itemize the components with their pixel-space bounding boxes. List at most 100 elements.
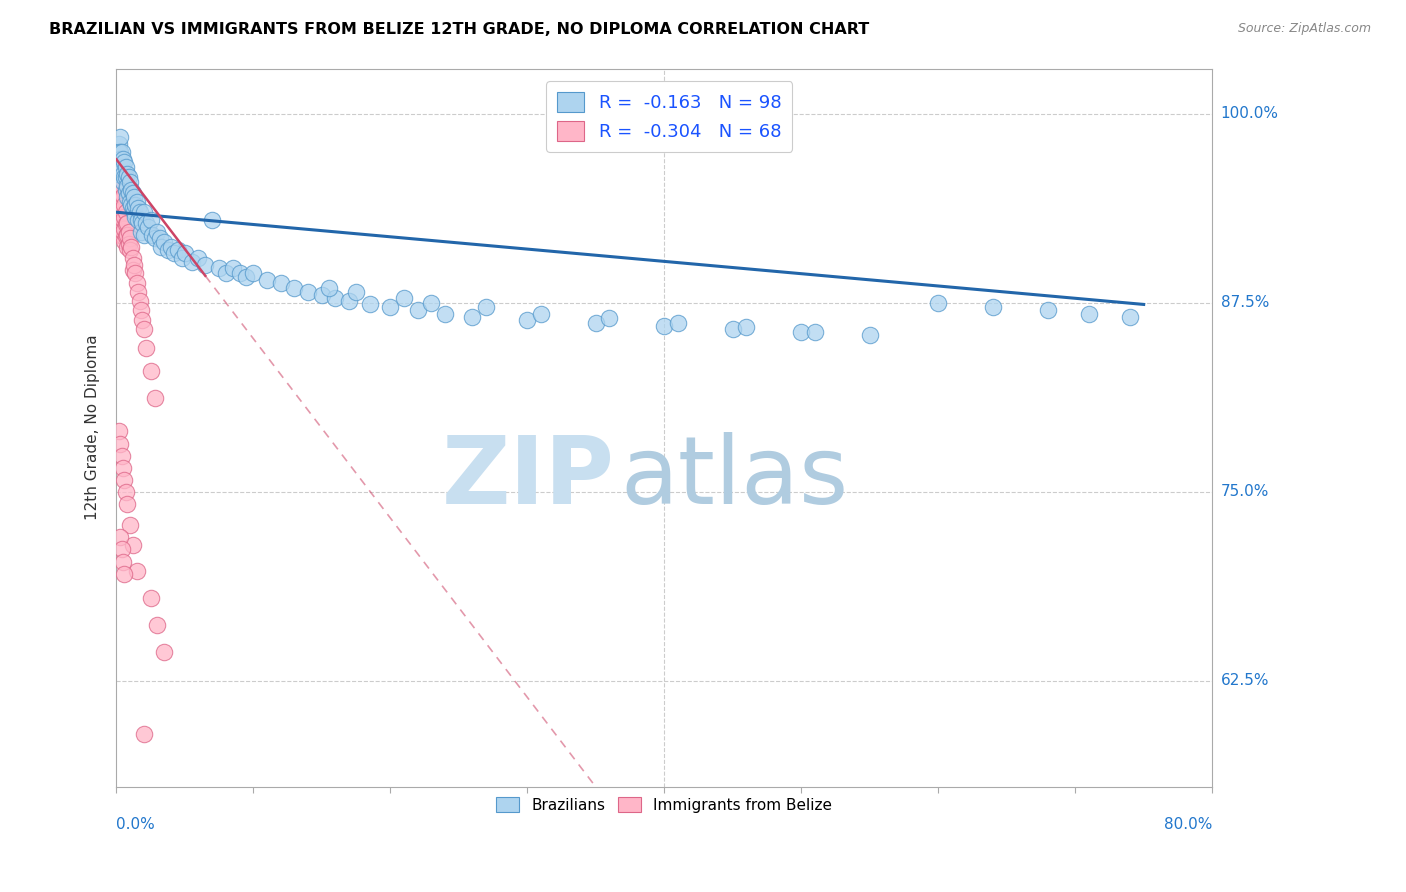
Point — [359, 297, 381, 311]
Point — [125, 564, 148, 578]
Point — [187, 251, 209, 265]
Point — [129, 212, 152, 227]
Point — [121, 186, 143, 200]
Text: Source: ZipAtlas.com: Source: ZipAtlas.com — [1237, 22, 1371, 36]
Point — [111, 179, 134, 194]
Point — [118, 243, 141, 257]
Point — [112, 460, 135, 475]
Point — [242, 266, 264, 280]
Point — [132, 321, 155, 335]
Point — [114, 170, 136, 185]
Point — [118, 194, 141, 209]
Point — [222, 261, 245, 276]
Point — [111, 145, 134, 159]
Point — [194, 258, 217, 272]
Point — [132, 227, 155, 242]
Point — [139, 212, 162, 227]
Point — [143, 391, 166, 405]
Point — [108, 175, 131, 189]
Point — [121, 538, 143, 552]
Point — [173, 246, 195, 260]
Point — [110, 145, 132, 159]
Point — [139, 591, 162, 605]
Point — [208, 261, 231, 276]
Point — [344, 285, 367, 300]
Point — [110, 205, 132, 219]
Point — [215, 266, 238, 280]
Point — [110, 182, 132, 196]
Point — [115, 229, 138, 244]
Point — [115, 216, 138, 230]
Point — [132, 205, 155, 219]
Point — [1077, 306, 1099, 320]
Point — [110, 129, 132, 144]
Point — [115, 179, 138, 194]
Point — [666, 316, 689, 330]
Point — [256, 273, 278, 287]
Point — [111, 216, 134, 230]
Point — [131, 216, 153, 230]
Point — [108, 164, 131, 178]
Point — [153, 235, 176, 250]
Point — [124, 210, 146, 224]
Point — [121, 251, 143, 265]
Point — [311, 288, 333, 302]
Point — [115, 190, 138, 204]
Point — [112, 225, 135, 239]
Point — [107, 182, 129, 196]
Point — [114, 234, 136, 248]
Point — [790, 325, 813, 339]
Point — [115, 170, 138, 185]
Point — [160, 240, 183, 254]
Point — [139, 364, 162, 378]
Point — [721, 321, 744, 335]
Legend: Brazilians, Immigrants from Belize: Brazilians, Immigrants from Belize — [491, 790, 838, 819]
Point — [110, 194, 132, 209]
Point — [585, 316, 607, 330]
Point — [121, 201, 143, 215]
Point — [131, 312, 153, 326]
Point — [112, 201, 135, 215]
Point — [118, 231, 141, 245]
Point — [141, 227, 163, 242]
Point — [380, 301, 402, 315]
Point — [157, 243, 180, 257]
Point — [135, 216, 157, 230]
Text: 75.0%: 75.0% — [1220, 484, 1268, 500]
Text: ZIP: ZIP — [441, 432, 614, 524]
Point — [135, 341, 157, 355]
Point — [107, 170, 129, 185]
Point — [108, 425, 131, 439]
Point — [132, 727, 155, 741]
Point — [124, 266, 146, 280]
Point — [118, 175, 141, 189]
Text: 0.0%: 0.0% — [117, 817, 155, 832]
Point — [112, 175, 135, 189]
Point — [461, 310, 484, 324]
Point — [110, 530, 132, 544]
Point — [136, 220, 159, 235]
Point — [107, 160, 129, 174]
Point — [149, 231, 172, 245]
Point — [128, 294, 150, 309]
Point — [117, 225, 139, 239]
Text: 62.5%: 62.5% — [1220, 673, 1270, 689]
Point — [118, 518, 141, 533]
Point — [112, 167, 135, 181]
Point — [297, 285, 319, 300]
Point — [115, 182, 138, 196]
Point — [127, 201, 149, 215]
Point — [1036, 303, 1059, 318]
Point — [124, 197, 146, 211]
Text: atlas: atlas — [620, 432, 849, 524]
Point — [115, 160, 138, 174]
Point — [270, 277, 292, 291]
Point — [115, 205, 138, 219]
Point — [115, 217, 138, 231]
Point — [146, 225, 169, 239]
Point — [111, 542, 134, 557]
Point — [114, 155, 136, 169]
Point — [127, 285, 149, 300]
Point — [927, 296, 949, 310]
Point — [392, 292, 415, 306]
